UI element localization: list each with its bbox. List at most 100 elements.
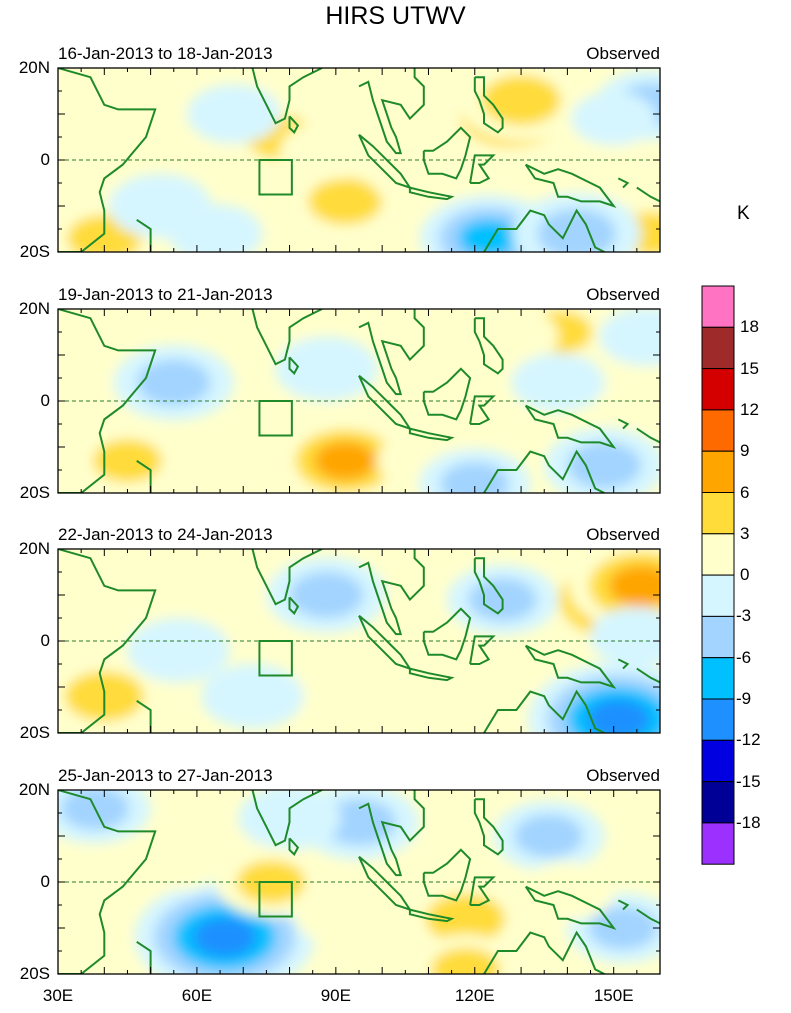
anomaly-mark bbox=[599, 309, 660, 367]
colorbar-label: -9 bbox=[736, 689, 752, 708]
chart-title: HIRS UTWV bbox=[325, 2, 466, 30]
x-tick-label: 60E bbox=[181, 986, 213, 1005]
colorbar-swatch bbox=[701, 657, 735, 700]
coastline bbox=[617, 899, 630, 911]
anomaly-mark bbox=[537, 208, 617, 252]
coastline bbox=[136, 699, 152, 733]
coastline bbox=[636, 427, 660, 444]
panel-tag: Observed bbox=[586, 44, 660, 63]
anomaly-mark bbox=[201, 663, 304, 729]
coastline bbox=[422, 607, 472, 661]
coastline bbox=[477, 286, 484, 300]
anomaly-mark bbox=[431, 947, 500, 974]
panel-2 bbox=[57, 286, 661, 494]
y-tick-label: 20N bbox=[18, 58, 50, 77]
anomaly-mark bbox=[455, 309, 559, 369]
coastline bbox=[234, 68, 323, 125]
focus-region-box bbox=[258, 400, 293, 437]
coastline bbox=[408, 908, 455, 923]
coastline bbox=[408, 667, 455, 682]
coastline bbox=[234, 549, 323, 606]
coastline bbox=[617, 177, 630, 189]
coastline bbox=[234, 790, 323, 847]
coastline bbox=[422, 367, 472, 421]
focus-region-box bbox=[258, 159, 293, 196]
coastline bbox=[234, 309, 323, 366]
y-tick-label: 20S bbox=[19, 964, 50, 983]
colorbar-label: 12 bbox=[740, 399, 759, 419]
coastline bbox=[358, 549, 425, 636]
anomaly-mark bbox=[127, 617, 230, 683]
anomaly-mark bbox=[136, 359, 211, 406]
panel-title: 25-Jan-2013 to 27-Jan-2013 bbox=[58, 766, 273, 785]
coastline bbox=[636, 186, 660, 203]
colorbar-label: 6 bbox=[740, 482, 750, 502]
anomaly-mark bbox=[284, 654, 388, 720]
coastline bbox=[473, 557, 504, 615]
coastline bbox=[483, 208, 605, 252]
coastline bbox=[524, 163, 617, 208]
coastline bbox=[469, 635, 496, 665]
coastline bbox=[58, 549, 157, 733]
anomaly-mark bbox=[275, 336, 378, 402]
panel-1 bbox=[57, 67, 661, 253]
anomaly-mark bbox=[279, 121, 374, 181]
colorbar-swatch bbox=[701, 409, 735, 452]
coastline bbox=[636, 667, 660, 684]
focus-region-box bbox=[258, 640, 293, 677]
colorbar-label: -3 bbox=[736, 606, 752, 626]
anomaly-mark bbox=[571, 91, 657, 146]
x-tick-label: 150E bbox=[593, 986, 634, 1005]
anomaly-mark bbox=[440, 462, 509, 493]
panel-title: 16-Jan-2013 to 18-Jan-2013 bbox=[58, 44, 273, 63]
coastline bbox=[288, 596, 300, 616]
coastline bbox=[469, 395, 496, 425]
colorbar-swatch bbox=[701, 574, 735, 617]
panel-tag: Observed bbox=[586, 766, 660, 785]
colorbar-swatch bbox=[701, 450, 735, 494]
coastline bbox=[422, 848, 472, 902]
panel-tag: Observed bbox=[586, 525, 660, 544]
anomaly-mark bbox=[458, 219, 520, 252]
anomaly-mark bbox=[191, 562, 295, 628]
anomaly-mark bbox=[367, 141, 471, 207]
anomaly-mark bbox=[135, 836, 222, 891]
coastline bbox=[136, 940, 152, 974]
colorbar-label: -6 bbox=[736, 647, 752, 667]
anomaly-mark bbox=[586, 699, 650, 733]
colorbar-swatch bbox=[701, 492, 735, 535]
coastline bbox=[524, 885, 617, 930]
anomaly-mark bbox=[567, 442, 642, 489]
coastline bbox=[58, 790, 157, 974]
colorbar-swatch bbox=[701, 285, 735, 328]
coastline bbox=[524, 644, 617, 689]
y-tick-label: 0 bbox=[40, 391, 50, 410]
coastline bbox=[473, 76, 504, 134]
y-tick-label: 0 bbox=[40, 872, 50, 891]
colorbar-label: 0 bbox=[740, 565, 750, 585]
coastline bbox=[358, 790, 425, 877]
coastline bbox=[136, 459, 152, 493]
coastline bbox=[288, 837, 300, 857]
y-tick-label: 20N bbox=[18, 299, 50, 318]
y-tick-label: 0 bbox=[40, 150, 50, 169]
colorbar-swatch bbox=[701, 615, 735, 659]
colorbar-label: 18 bbox=[740, 317, 759, 337]
coastline bbox=[617, 418, 630, 430]
panel-title: 22-Jan-2013 to 24-Jan-2013 bbox=[58, 525, 273, 544]
coastline bbox=[288, 356, 300, 376]
y-tick-label: 20S bbox=[19, 483, 50, 502]
x-tick-label: 90E bbox=[320, 986, 351, 1005]
panel-tag: Observed bbox=[586, 285, 660, 304]
coastline bbox=[422, 126, 472, 180]
colorbar-swatch bbox=[701, 739, 735, 783]
y-tick-label: 20N bbox=[18, 539, 50, 558]
anomaly-mark bbox=[308, 178, 382, 225]
colorbar-label: -18 bbox=[736, 812, 761, 832]
coastline bbox=[358, 309, 425, 396]
coastline bbox=[288, 115, 300, 135]
coastline bbox=[524, 404, 617, 449]
colorbar-swatch bbox=[701, 698, 735, 741]
coastline bbox=[473, 317, 504, 375]
coastline bbox=[469, 154, 496, 184]
